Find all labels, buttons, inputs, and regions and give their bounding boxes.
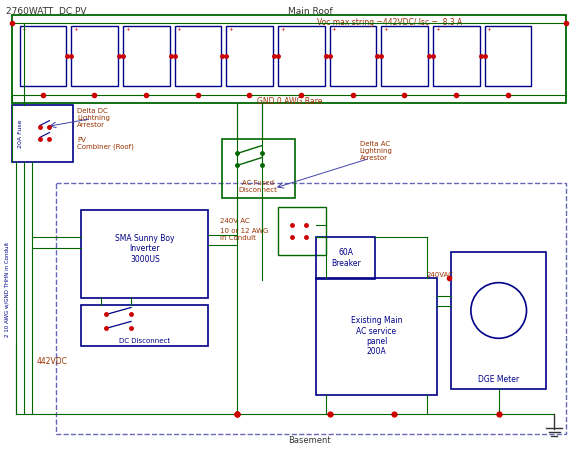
Text: Delta DC
Lightning
Arrestor: Delta DC Lightning Arrestor (77, 108, 110, 128)
Bar (175, 26, 221, 86)
Bar (316, 237, 376, 279)
Text: +: + (332, 27, 336, 32)
Text: +: + (228, 27, 233, 32)
Text: AC Fused
Disconnect: AC Fused Disconnect (238, 180, 278, 193)
Bar (12, 105, 73, 162)
Bar (20, 26, 66, 86)
Text: +: + (125, 27, 130, 32)
Text: 20A Fuse: 20A Fuse (18, 119, 23, 148)
Bar (278, 26, 325, 86)
Text: Voc max string =442VDC/ Isc =  8.3 A: Voc max string =442VDC/ Isc = 8.3 A (317, 18, 462, 27)
Bar (451, 252, 547, 389)
Text: GND 0 AWG Bare: GND 0 AWG Bare (257, 97, 323, 106)
Text: +: + (435, 27, 440, 32)
Text: Delta AC
Lightning
Arrestor: Delta AC Lightning Arrestor (359, 140, 392, 160)
Text: +: + (487, 27, 491, 32)
Bar (12, 15, 566, 103)
Text: 442VDC: 442VDC (36, 357, 67, 366)
Bar (123, 26, 170, 86)
Text: SMA Sunny Boy
Inverter
3000US: SMA Sunny Boy Inverter 3000US (115, 234, 175, 264)
Bar (329, 26, 377, 86)
Text: PV
Combiner (Roof): PV Combiner (Roof) (77, 136, 134, 150)
Bar (433, 26, 480, 86)
Bar (381, 26, 428, 86)
Text: +: + (73, 27, 78, 32)
Text: +: + (22, 27, 26, 32)
Bar (222, 139, 295, 198)
Text: Existing Main
AC service
panel
200A: Existing Main AC service panel 200A (351, 316, 402, 357)
Text: DGE Meter: DGE Meter (478, 375, 519, 384)
Bar (316, 278, 437, 395)
Text: +: + (280, 27, 285, 32)
Text: 240V AC: 240V AC (221, 218, 250, 224)
Bar (226, 26, 273, 86)
Text: 60A
Breaker: 60A Breaker (331, 248, 361, 268)
Text: +: + (177, 27, 181, 32)
Text: Basement: Basement (289, 436, 331, 445)
Bar (81, 210, 209, 298)
Bar (81, 304, 209, 346)
Text: Main Roof: Main Roof (287, 7, 332, 16)
Bar (485, 26, 532, 86)
Text: DC Disconnect: DC Disconnect (119, 338, 170, 344)
Text: 10 or 12 AWG
In Conduit: 10 or 12 AWG In Conduit (221, 228, 269, 241)
Bar (278, 207, 326, 255)
Text: 240VAC: 240VAC (426, 272, 453, 278)
Text: +: + (384, 27, 388, 32)
Text: 2 10 AWG w/GND THHN in Conduit: 2 10 AWG w/GND THHN in Conduit (4, 242, 9, 337)
Bar (56, 183, 566, 434)
Text: 2760WATT  DC PV: 2760WATT DC PV (6, 7, 86, 16)
Bar (71, 26, 118, 86)
